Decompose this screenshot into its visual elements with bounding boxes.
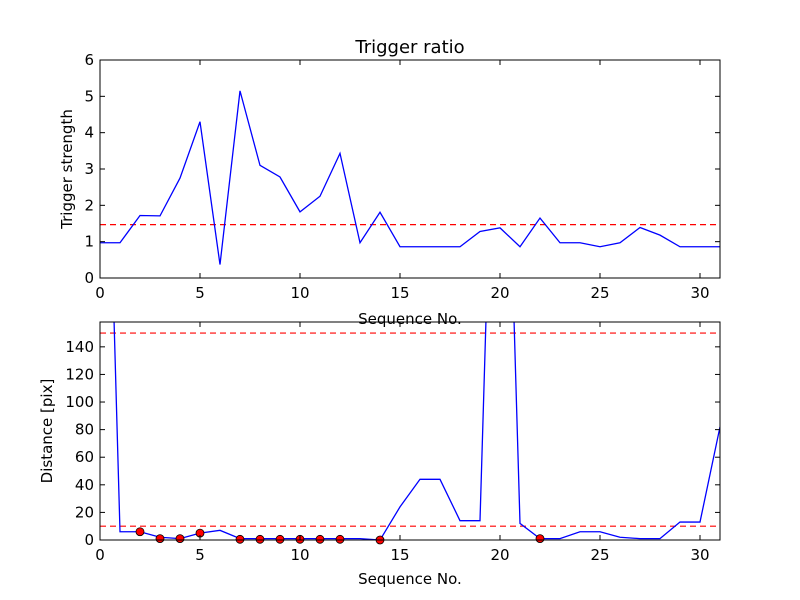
- y-tick-label: 140: [65, 338, 94, 356]
- trigger-ratio-panel: Trigger ratio 0 5 10 15 20 25 30 0 1 2 3 4 5 6 Sequen…: [58, 37, 721, 328]
- y-tick-label: 3: [84, 160, 94, 178]
- series-line: [113, 322, 720, 540]
- x-tick-label: 15: [390, 284, 409, 302]
- x-tick-label: 0: [95, 284, 105, 302]
- chart-title: Trigger ratio: [354, 37, 464, 58]
- data-point-marker: [535, 534, 545, 544]
- x-tick-label: 10: [290, 546, 309, 564]
- x-tick-label: 30: [690, 284, 709, 302]
- x-tick-label: 30: [690, 546, 709, 564]
- x-axis-label-2: Sequence No.: [358, 570, 462, 588]
- y-tick-label: 4: [84, 124, 94, 142]
- x-tick-label: 5: [195, 284, 205, 302]
- x-tick-label: 5: [195, 546, 205, 564]
- series-line: [100, 90, 720, 265]
- distance-panel: 0 5 10 15 20 25 30 0 20 40 60 80 100 120 140 Sequence …: [38, 321, 721, 588]
- axes-frame: [99, 321, 721, 541]
- y-axis-label-2: Distance [pix]: [38, 379, 56, 484]
- data-point-marker: [235, 534, 245, 544]
- y-tick-label: 20: [75, 503, 94, 521]
- x-axis-label: Sequence No.: [358, 310, 462, 328]
- y-axis-label: Trigger strength: [58, 109, 76, 230]
- axes-frame: [99, 59, 721, 279]
- y-tick-label: 0: [84, 269, 94, 287]
- y-tick-label: 5: [84, 87, 94, 105]
- x-tick-label: 15: [390, 546, 409, 564]
- y-tick-label: 2: [84, 196, 94, 214]
- data-point-marker: [155, 534, 165, 544]
- data-point-marker: [175, 534, 185, 544]
- data-point-marker: [315, 534, 325, 544]
- distance-plot-area: 0 5 10 15 20 25 30 0 20 40 60 80 100 120 140: [65, 321, 721, 564]
- y-tick-label: 120: [65, 365, 94, 383]
- trigger-plot-area: 0 5 10 15 20 25 30 0 1 2 3 4 5 6: [84, 51, 721, 302]
- y-tick-label: 80: [75, 421, 94, 439]
- y-tick-label: 40: [75, 476, 94, 494]
- x-tick-label: 20: [490, 284, 509, 302]
- data-point-marker: [255, 534, 265, 544]
- data-point-marker: [335, 534, 345, 544]
- y-tick-label: 6: [84, 51, 94, 69]
- x-tick-label: 25: [590, 546, 609, 564]
- y-tick-label: 1: [84, 233, 94, 251]
- data-point-marker: [135, 527, 145, 537]
- y-tick-label: 60: [75, 448, 94, 466]
- x-tick-label: 20: [490, 546, 509, 564]
- x-tick-label: 25: [590, 284, 609, 302]
- x-tick-label: 0: [95, 546, 105, 564]
- data-point-marker: [275, 534, 285, 544]
- y-tick-label: 100: [65, 393, 94, 411]
- x-tick-label: 10: [290, 284, 309, 302]
- y-tick-label: 0: [84, 531, 94, 549]
